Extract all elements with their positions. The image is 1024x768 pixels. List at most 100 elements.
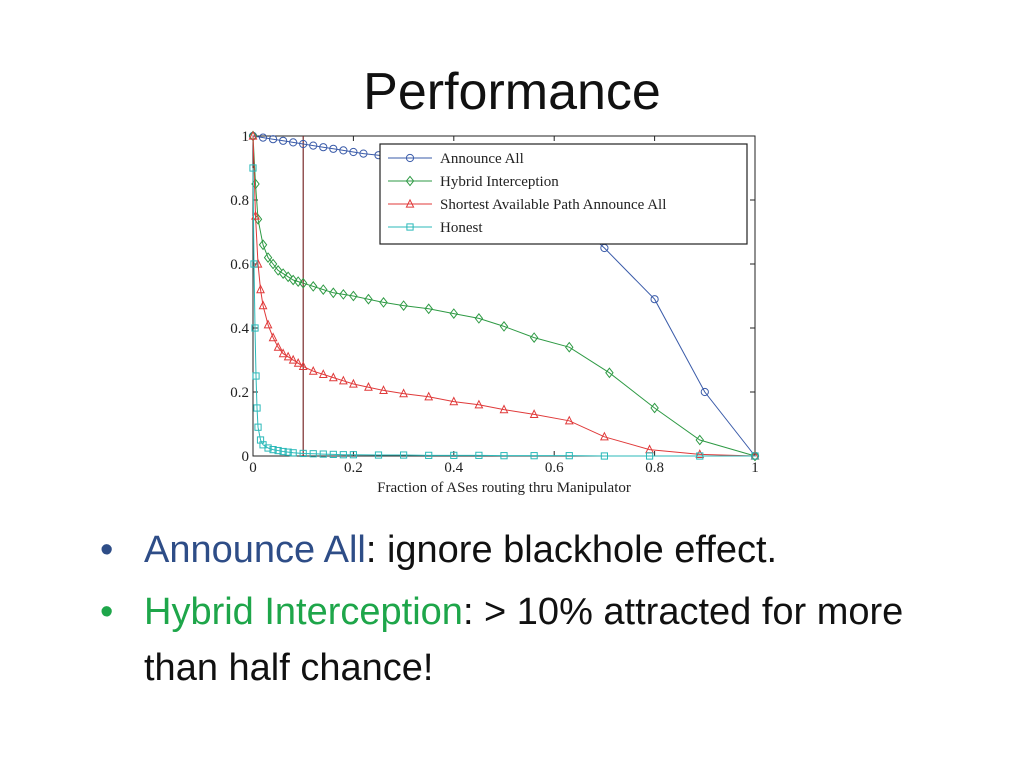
data-point-honest (329, 450, 337, 458)
data-point-honest (696, 452, 704, 460)
data-point-shortest-available-path-announce-all (278, 348, 288, 358)
data-point-shortest-available-path-announce-all (263, 319, 273, 329)
data-point-honest (299, 449, 307, 458)
performance-chart: 0 0.2 0.4 0.6 0.8 1 0 0.2 0.4 0.6 0.8 1 Fraction of … (230, 129, 760, 496)
bullet-list: • Announce All: ignore blackhole effect.… (100, 522, 980, 702)
legend-marker-honest (406, 223, 414, 231)
data-point-honest (279, 447, 287, 456)
data-point-honest (530, 452, 538, 460)
data-point-shortest-available-path-announce-all (599, 431, 609, 441)
data-point-honest (565, 452, 573, 460)
bullet-item-announce-all: • Announce All: ignore blackhole effect. (100, 522, 980, 578)
legend-box (379, 143, 748, 245)
x-tick-label: 0.8 (645, 460, 664, 476)
data-point-honest (751, 452, 759, 460)
legend-label-shortest-available-path-announce-all: Shortest Available Path Announce All (440, 197, 666, 213)
data-point-honest (284, 448, 292, 456)
data-point-honest (374, 451, 383, 459)
data-point-honest (600, 452, 608, 460)
data-point-shortest-available-path-announce-all (253, 258, 263, 268)
slide-title: Performance (363, 63, 661, 121)
data-point-hybrid-interception (364, 293, 373, 305)
data-point-honest (500, 452, 508, 460)
data-point-shortest-available-path-announce-all (449, 396, 459, 406)
data-point-hybrid-interception (424, 303, 433, 315)
data-point-announce-all (309, 141, 318, 150)
bullet-dot: • (100, 591, 114, 633)
data-point-announce-all (700, 387, 709, 397)
data-point-hybrid-interception (399, 300, 408, 312)
data-point-announce-all (359, 149, 368, 158)
data-point-honest (425, 451, 433, 459)
y-tick-label: 0.8 (230, 193, 249, 209)
data-point-honest (339, 451, 347, 459)
data-point-honest (250, 260, 258, 268)
data-point-shortest-available-path-announce-all (308, 365, 318, 375)
data-point-shortest-available-path-announce-all (283, 351, 293, 361)
data-point-hybrid-interception (258, 239, 268, 251)
data-point-honest (264, 444, 272, 452)
data-point-shortest-available-path-announce-all (328, 372, 338, 382)
data-point-announce-all (339, 146, 348, 155)
data-point-hybrid-interception (605, 367, 614, 379)
data-point-announce-all (650, 295, 659, 304)
data-point-shortest-available-path-announce-all (293, 357, 303, 367)
data-point-honest (309, 450, 317, 458)
data-point-shortest-available-path-announce-all (273, 341, 283, 351)
data-point-honest (252, 372, 260, 380)
data-point-honest (400, 451, 408, 459)
data-point-honest (249, 164, 257, 172)
data-point-honest (256, 436, 265, 444)
data-point-hybrid-interception (499, 320, 509, 332)
data-point-announce-all (268, 135, 278, 144)
data-point-shortest-available-path-announce-all (338, 375, 348, 385)
bullet-term: Announce All (144, 529, 366, 571)
bullet-text: : > 10% attracted for more than half cha… (144, 591, 904, 689)
data-point-announce-all (258, 133, 268, 142)
data-point-announce-all (349, 147, 358, 157)
legend-label-honest: Honest (440, 220, 483, 236)
data-point-hybrid-interception (293, 276, 303, 288)
data-point-shortest-available-path-announce-all (695, 449, 705, 458)
x-tick-label: 0 (249, 460, 257, 476)
data-point-honest (645, 452, 654, 460)
y-tick-label: 0.4 (230, 321, 249, 337)
data-point-shortest-available-path-announce-all (268, 332, 278, 342)
legend-marker-hybrid-interception (405, 175, 415, 187)
data-point-hybrid-interception (278, 268, 288, 280)
data-point-honest (253, 404, 261, 412)
data-point-honest (274, 446, 282, 455)
data-point-hybrid-interception (695, 434, 705, 446)
data-point-honest (289, 449, 297, 457)
data-point-shortest-available-path-announce-all (379, 385, 388, 394)
data-point-honest (251, 324, 259, 332)
data-point-shortest-available-path-announce-all (318, 369, 328, 378)
data-point-hybrid-interception (268, 258, 278, 270)
data-point-hybrid-interception (298, 277, 308, 289)
y-tick-label: 0 (242, 449, 250, 465)
data-point-shortest-available-path-announce-all (258, 300, 268, 310)
x-axis-label: Fraction of ASes routing thru Manipulato… (377, 480, 631, 496)
data-point-hybrid-interception (565, 341, 574, 353)
y-tick-label: 0.6 (230, 257, 249, 273)
data-point-shortest-available-path-announce-all (564, 415, 574, 425)
data-point-hybrid-interception (339, 288, 348, 300)
data-point-hybrid-interception (273, 264, 283, 276)
data-point-hybrid-interception (283, 271, 293, 283)
data-point-announce-all (319, 143, 328, 152)
data-point-honest (254, 423, 262, 431)
x-tick-label: 0.6 (545, 460, 564, 476)
data-point-hybrid-interception (449, 308, 459, 320)
data-point-shortest-available-path-announce-all (248, 130, 258, 140)
series-line-hybrid-interception (252, 135, 756, 457)
data-point-hybrid-interception (309, 280, 318, 292)
data-point-shortest-available-path-announce-all (348, 378, 358, 388)
data-point-honest (349, 451, 358, 459)
y-tick-label: 0.2 (230, 385, 249, 401)
data-point-announce-all (329, 144, 338, 153)
data-point-hybrid-interception (474, 312, 484, 324)
legend-marker-shortest-available-path-announce-all (405, 198, 415, 208)
legend-label-announce-all: Announce All (440, 151, 524, 167)
data-point-announce-all (289, 138, 298, 147)
data-point-hybrid-interception (650, 402, 659, 414)
